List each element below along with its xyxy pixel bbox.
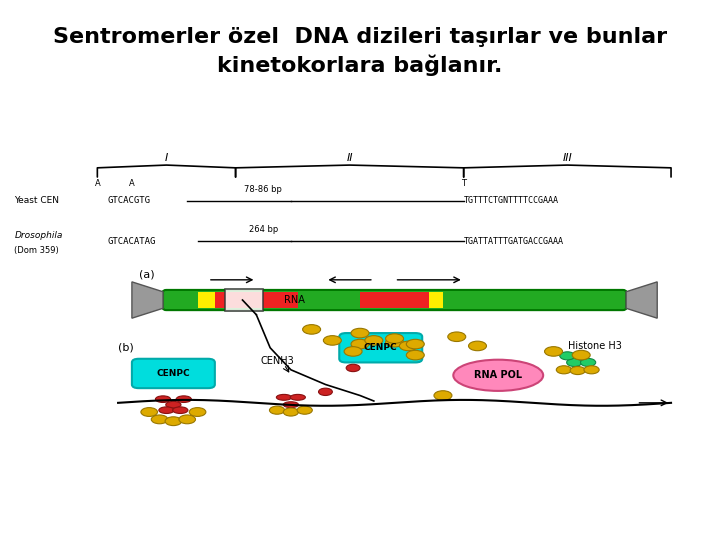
Circle shape — [179, 415, 196, 424]
Text: Histone H3: Histone H3 — [568, 341, 622, 351]
Text: GTCACATAG: GTCACATAG — [108, 237, 156, 246]
Text: III: III — [562, 153, 572, 163]
Circle shape — [323, 336, 341, 345]
Circle shape — [351, 328, 369, 338]
Circle shape — [269, 406, 284, 414]
Circle shape — [584, 366, 599, 374]
Text: Drosophila: Drosophila — [14, 231, 63, 240]
Circle shape — [570, 367, 585, 375]
Circle shape — [574, 352, 589, 360]
Bar — [215, 292, 298, 308]
Circle shape — [151, 415, 168, 424]
Circle shape — [165, 417, 181, 426]
Circle shape — [400, 341, 418, 350]
Text: A: A — [129, 179, 135, 188]
Polygon shape — [626, 282, 657, 318]
Ellipse shape — [454, 360, 543, 391]
Circle shape — [386, 338, 403, 347]
Circle shape — [469, 341, 487, 350]
Circle shape — [557, 366, 572, 374]
Bar — [426, 292, 443, 308]
FancyBboxPatch shape — [339, 333, 422, 362]
Bar — [360, 292, 429, 308]
Text: CENH3: CENH3 — [260, 356, 294, 366]
Circle shape — [297, 406, 312, 414]
Text: (b): (b) — [118, 343, 134, 353]
Circle shape — [302, 325, 320, 334]
Ellipse shape — [283, 402, 299, 408]
Text: RNA: RNA — [284, 295, 305, 305]
Text: 264 bp: 264 bp — [248, 225, 278, 234]
Text: II: II — [346, 153, 353, 163]
Circle shape — [141, 408, 158, 416]
Text: T: T — [462, 179, 466, 188]
Circle shape — [344, 347, 362, 356]
Circle shape — [559, 352, 575, 360]
Circle shape — [283, 408, 299, 416]
Circle shape — [580, 359, 595, 367]
Text: (a): (a) — [139, 269, 155, 279]
Text: A: A — [94, 179, 100, 188]
Circle shape — [567, 359, 582, 367]
Text: Sentromerler özel  DNA dizileri taşırlar ve bunlar
kinetokorlara bağlanır.: Sentromerler özel DNA dizileri taşırlar … — [53, 27, 667, 76]
Ellipse shape — [156, 396, 171, 402]
FancyBboxPatch shape — [132, 359, 215, 388]
Text: I: I — [165, 153, 168, 163]
Circle shape — [365, 336, 383, 345]
Ellipse shape — [176, 396, 192, 402]
Text: GTCACGTG: GTCACGTG — [108, 197, 150, 205]
Circle shape — [346, 364, 360, 372]
Circle shape — [406, 339, 424, 349]
Text: (Dom 359): (Dom 359) — [14, 246, 59, 255]
Circle shape — [189, 408, 206, 416]
Polygon shape — [132, 282, 163, 318]
Text: 78-86 bp: 78-86 bp — [244, 185, 282, 193]
Bar — [197, 292, 215, 308]
Text: TGATTATTTGATGACCGAAA: TGATTATTTGATGACCGAAA — [464, 237, 564, 246]
FancyBboxPatch shape — [163, 290, 626, 310]
Text: CENPC: CENPC — [156, 369, 190, 378]
Ellipse shape — [276, 394, 292, 400]
Text: Yeast CEN: Yeast CEN — [14, 197, 59, 205]
Circle shape — [572, 350, 590, 360]
Circle shape — [448, 332, 466, 341]
Text: RNA POL: RNA POL — [474, 370, 522, 380]
Text: CENPC: CENPC — [364, 343, 397, 352]
Circle shape — [544, 347, 562, 356]
Ellipse shape — [159, 407, 174, 414]
Circle shape — [434, 391, 452, 400]
Circle shape — [318, 388, 333, 395]
Ellipse shape — [290, 394, 305, 400]
Text: TGTTTCTGNTTTTCCGAAA: TGTTTCTGNTTTTCCGAAA — [464, 197, 559, 205]
FancyBboxPatch shape — [225, 289, 264, 311]
Circle shape — [386, 334, 403, 343]
Ellipse shape — [173, 407, 188, 414]
Ellipse shape — [166, 401, 181, 408]
Circle shape — [406, 350, 424, 360]
Circle shape — [351, 339, 369, 349]
